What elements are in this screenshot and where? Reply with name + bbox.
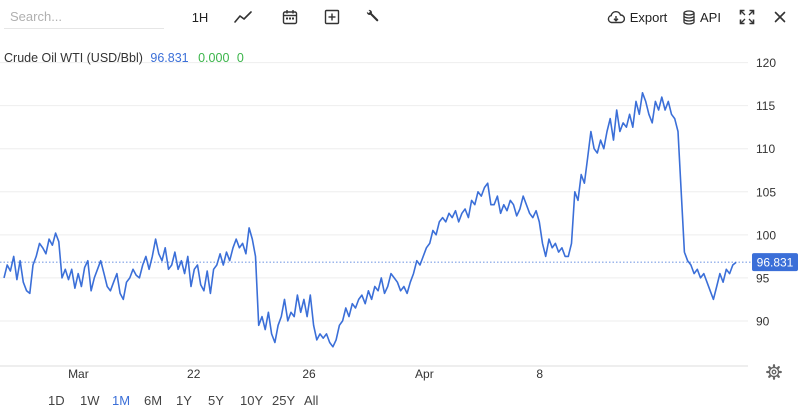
legend-change-percent: 0	[237, 51, 244, 65]
fullscreen-icon	[739, 9, 755, 25]
range-6m[interactable]: 6M	[144, 393, 163, 408]
range-selector: 1D 1W 1M 6M 1Y 5Y 10Y 25Y All	[48, 392, 336, 410]
export-button[interactable]: Export	[606, 6, 668, 28]
x-tick-label: 8	[536, 367, 543, 381]
api-button[interactable]: API	[682, 6, 722, 28]
range-1y[interactable]: 1Y	[176, 393, 192, 408]
interval-label: 1H	[191, 9, 209, 25]
database-icon	[683, 9, 695, 25]
toolbar: 1H Export	[0, 0, 800, 34]
tools-button[interactable]	[362, 6, 382, 28]
add-indicator-button[interactable]	[322, 6, 342, 28]
settings-gear-icon[interactable]	[766, 364, 782, 380]
last-price-tag-label: 96.831	[757, 256, 794, 270]
y-tick-label: 110	[756, 142, 775, 156]
cloud-download-icon	[607, 10, 625, 24]
plus-square-icon	[324, 9, 340, 25]
y-tick-label: 105	[756, 185, 776, 199]
close-button[interactable]	[772, 6, 788, 28]
y-tick-label: 90	[756, 314, 770, 328]
legend-change: 0.000	[198, 51, 229, 65]
date-range-button[interactable]	[280, 6, 300, 28]
x-tick-label: 22	[187, 367, 201, 381]
y-tick-label: 100	[756, 228, 776, 242]
y-axis: 90 95 100 105 110 115 120	[756, 56, 776, 328]
y-tick-label: 115	[756, 99, 775, 113]
range-1m[interactable]: 1M	[112, 393, 131, 408]
range-10y[interactable]: 10Y	[240, 393, 264, 408]
x-tick-label: Mar	[68, 367, 89, 381]
range-1w[interactable]: 1W	[80, 393, 100, 408]
range-25y[interactable]: 25Y	[272, 393, 296, 408]
chart-type-button[interactable]	[232, 6, 254, 28]
interval-button[interactable]: 1H	[188, 6, 212, 28]
fullscreen-button[interactable]	[738, 6, 756, 28]
range-1d[interactable]: 1D	[48, 393, 65, 408]
x-axis: Mar 22 26 Apr 8	[68, 367, 543, 381]
x-tick-label: 26	[302, 367, 316, 381]
legend-series-name: Crude Oil WTI (USD/Bbl)	[4, 51, 143, 65]
grid	[0, 62, 748, 367]
wrench-icon	[366, 9, 379, 22]
range-all[interactable]: All	[304, 393, 319, 408]
x-tick-label: Apr	[415, 367, 434, 381]
range-5y[interactable]: 5Y	[208, 393, 224, 408]
export-label: Export	[629, 9, 668, 25]
last-price-tag-box	[752, 253, 798, 272]
calendar-icon	[282, 10, 298, 25]
y-tick-label: 95	[756, 271, 770, 285]
close-icon	[774, 11, 786, 23]
y-tick-label: 120	[756, 56, 776, 70]
price-chart: 90 95 100 105 110 115 120 Mar 22 26 Apr 8 96.831 C…	[0, 51, 798, 381]
search-input[interactable]	[4, 5, 164, 29]
chart-area: 90 95 100 105 110 115 120 Mar 22 26 Apr 8 96.831 C…	[0, 34, 800, 382]
price-series-line	[3, 92, 737, 348]
api-label: API	[700, 9, 721, 25]
legend-last-value: 96.831	[150, 51, 188, 65]
legend: Crude Oil WTI (USD/Bbl) 96.831 0.000 0	[4, 51, 244, 65]
line-chart-icon	[234, 11, 252, 23]
last-price-tag: 96.831	[752, 253, 798, 272]
